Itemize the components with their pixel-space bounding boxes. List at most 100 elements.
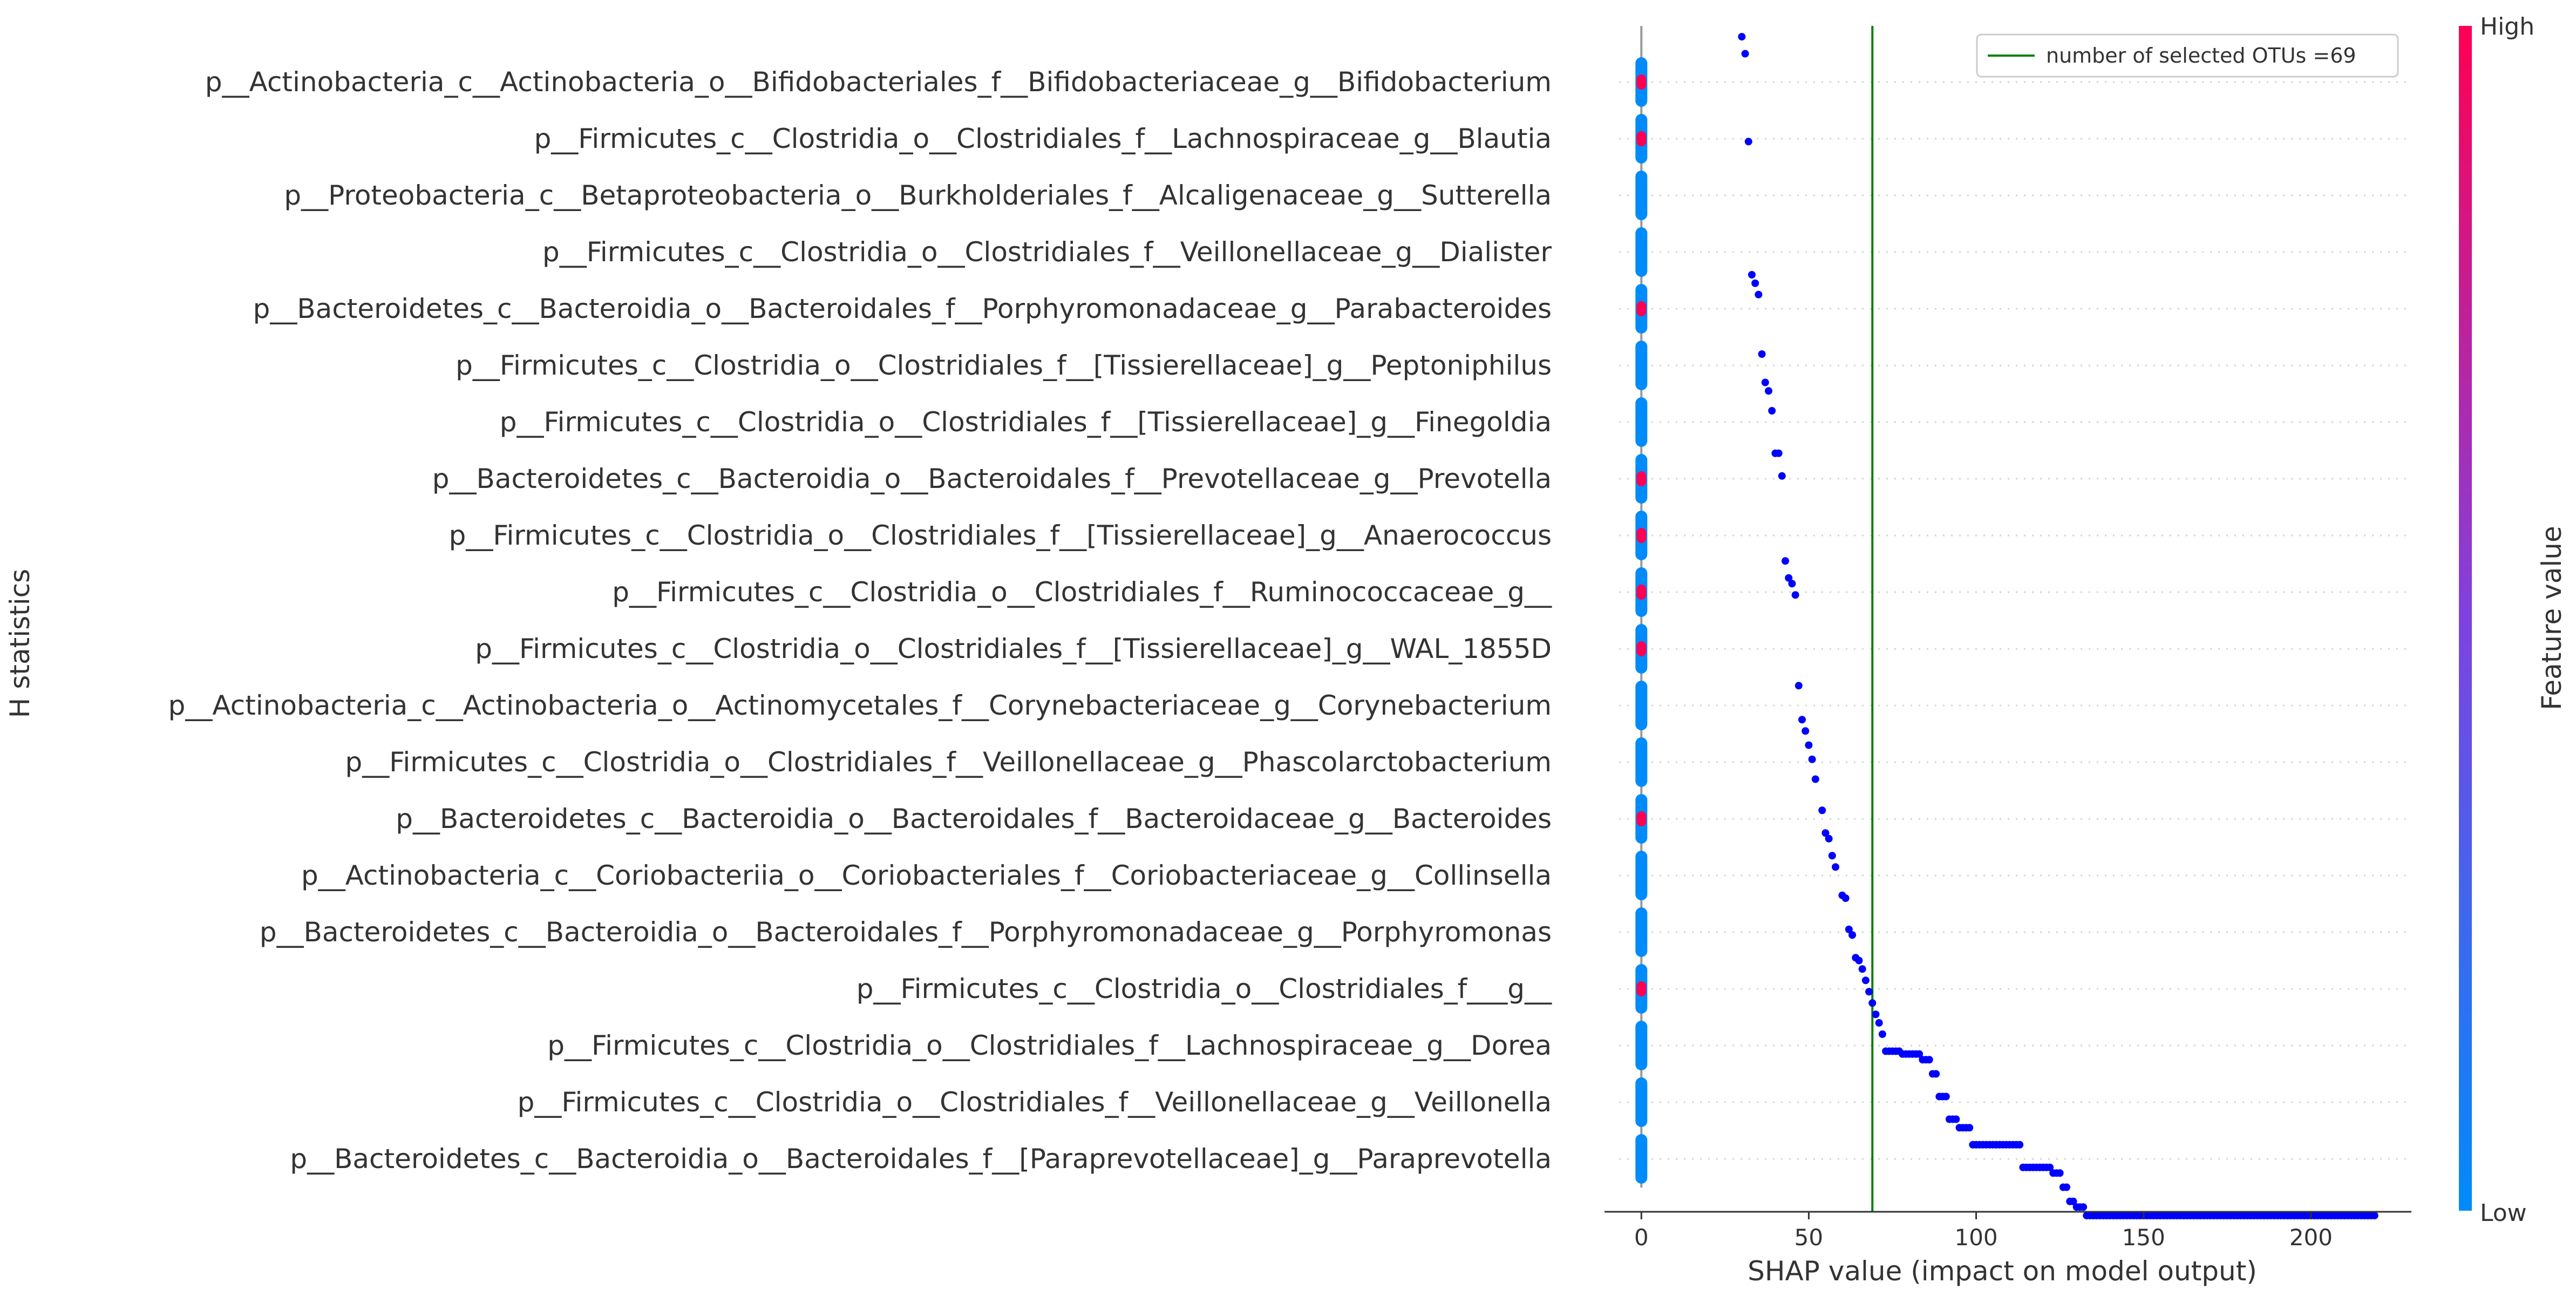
feature-label: p__Firmicutes_c__Clostridia_o__Clostridi…: [475, 633, 1552, 664]
feature-label: p__Firmicutes_c__Clostridia_o__Clostridi…: [345, 746, 1552, 778]
curve-point: [2069, 1197, 2077, 1205]
beeswarm-cluster: [1635, 737, 1648, 787]
curve-point: [1802, 727, 1810, 735]
colorbar: High Low Feature value: [2459, 13, 2567, 1227]
curve-point: [1932, 1070, 1940, 1078]
beeswarm-points: [1635, 57, 1648, 1184]
beeswarm-high-points: [1636, 981, 1647, 996]
colorbar-high-label: High: [2480, 13, 2534, 40]
curve-point: [1791, 591, 1799, 599]
beeswarm-cluster: [1635, 341, 1648, 390]
curve-point: [1841, 894, 1850, 902]
beeswarm-high-points: [1636, 471, 1647, 486]
feature-label: p__Actinobacteria_c__Actinobacteria_o__A…: [168, 690, 1552, 721]
legend-box: [1976, 33, 2399, 78]
curve-point: [2079, 1203, 2088, 1211]
curve-point: [2056, 1169, 2064, 1177]
x-tick-label: 150: [2122, 1224, 2165, 1251]
feature-labels: p__Actinobacteria_c__Actinobacteria_o__B…: [168, 66, 1552, 1175]
curve-point: [1915, 1050, 1923, 1058]
feature-label: p__Actinobacteria_c__Actinobacteria_o__B…: [205, 66, 1552, 98]
feature-label: p__Firmicutes_c__Clostridia_o__Clostridi…: [542, 236, 1552, 268]
feature-label: p__Bacteroidetes_c__Bacteroidia_o__Bacte…: [432, 463, 1552, 494]
x-tick-label: 100: [1954, 1224, 1997, 1251]
curve-point: [2016, 1141, 2024, 1149]
feature-label: p__Firmicutes_c__Clostridia_o__Clostridi…: [500, 406, 1552, 438]
beeswarm-cluster: [1635, 1134, 1648, 1184]
curve-point: [1858, 965, 1866, 973]
grid-lines: [1619, 26, 2407, 1212]
feature-label: p__Bacteroidetes_c__Bacteroidia_o__Bacte…: [253, 293, 1552, 324]
curve-point: [1848, 931, 1857, 939]
beeswarm-high-points: [1636, 131, 1647, 146]
curve-point: [1755, 290, 1763, 298]
x-tick-label: 50: [1795, 1224, 1823, 1251]
y-axis-label: H statistics: [4, 569, 36, 718]
beeswarm-cluster: [1635, 907, 1648, 957]
feature-label: p__Firmicutes_c__Clostridia_o__Clostridi…: [612, 576, 1552, 608]
curve-point: [1828, 852, 1836, 860]
beeswarm-cluster: [1635, 171, 1648, 220]
curve-point: [1818, 806, 1826, 815]
feature-label: p__Actinobacteria_c__Coriobacteriia_o__C…: [301, 860, 1552, 891]
curve-point: [1845, 925, 1853, 933]
curve-point: [2370, 1212, 2378, 1219]
beeswarm-high-points: [1636, 528, 1647, 543]
curve-point: [1952, 1115, 1960, 1123]
colorbar-low-label: Low: [2480, 1199, 2527, 1227]
feature-label: p__Bacteroidetes_c__Bacteroidia_o__Bacte…: [290, 1143, 1552, 1175]
curve-point: [1942, 1092, 1950, 1101]
curve-point: [1768, 407, 1776, 415]
curve-point: [1751, 279, 1759, 287]
feature-label: p__Firmicutes_c__Clostridia_o__Clostridi…: [518, 1087, 1552, 1118]
curve-point: [1966, 1124, 1974, 1132]
beeswarm-cluster: [1635, 1021, 1648, 1070]
curve-point: [1821, 829, 1830, 837]
beeswarm-cluster: [1635, 681, 1648, 730]
beeswarm-high-points: [1636, 641, 1647, 656]
curve-point: [1808, 755, 1816, 763]
feature-label: p__Firmicutes_c__Clostridia_o__Clostridi…: [534, 123, 1552, 154]
curve-point: [1778, 472, 1786, 480]
selection-curve-points: [1738, 33, 2378, 1219]
curve-point: [1761, 378, 1769, 386]
feature-label: p__Firmicutes_c__Clostridia_o__Clostridi…: [547, 1030, 1552, 1061]
feature-label: p__Firmicutes_c__Clostridia_o__Clostridi…: [449, 520, 1552, 551]
curve-point: [1795, 682, 1803, 690]
curve-point: [1741, 50, 1749, 58]
curve-point: [1825, 834, 1833, 843]
curve-point: [1758, 350, 1766, 358]
beeswarm-high-points: [1636, 74, 1647, 90]
curve-point: [1785, 574, 1793, 582]
curve-point: [1861, 976, 1870, 985]
beeswarm-cluster: [1635, 397, 1648, 447]
curve-point: [1788, 580, 1796, 588]
curve-point: [1868, 999, 1877, 1007]
colorbar-gradient: [2459, 26, 2472, 1211]
curve-point: [2046, 1163, 2054, 1171]
curve-point: [1832, 863, 1840, 871]
x-axis-label: SHAP value (impact on model output): [1748, 1256, 2257, 1287]
curve-point: [1738, 33, 1746, 40]
feature-label: p__Bacteroidetes_c__Bacteroidia_o__Bacte…: [260, 917, 1552, 948]
x-tick-label: 200: [2289, 1224, 2333, 1251]
legend-entry: number of selected OTUs =69: [2046, 44, 2356, 67]
curve-point: [1925, 1056, 1933, 1064]
curve-point: [1764, 387, 1772, 395]
x-tick-label: 0: [1634, 1224, 1649, 1251]
beeswarm-high-points: [1636, 811, 1647, 826]
feature-label: p__Bacteroidetes_c__Bacteroidia_o__Bacte…: [396, 803, 1552, 834]
curve-point: [1855, 956, 1863, 965]
beeswarm-high-points: [1636, 301, 1647, 316]
beeswarm-cluster: [1635, 1077, 1648, 1127]
curve-point: [1865, 988, 1873, 996]
x-axis: 0 50 100 150 200: [1605, 1211, 2411, 1251]
curve-point: [1798, 716, 1806, 724]
beeswarm-cluster: [1635, 227, 1648, 277]
legend: number of selected OTUs =69: [1976, 33, 2399, 78]
curve-point: [1744, 138, 1752, 146]
beeswarm-cluster: [1635, 851, 1648, 900]
feature-label: p__Firmicutes_c__Clostridia_o__Clostridi…: [857, 973, 1552, 1005]
curve-point: [2063, 1183, 2071, 1191]
